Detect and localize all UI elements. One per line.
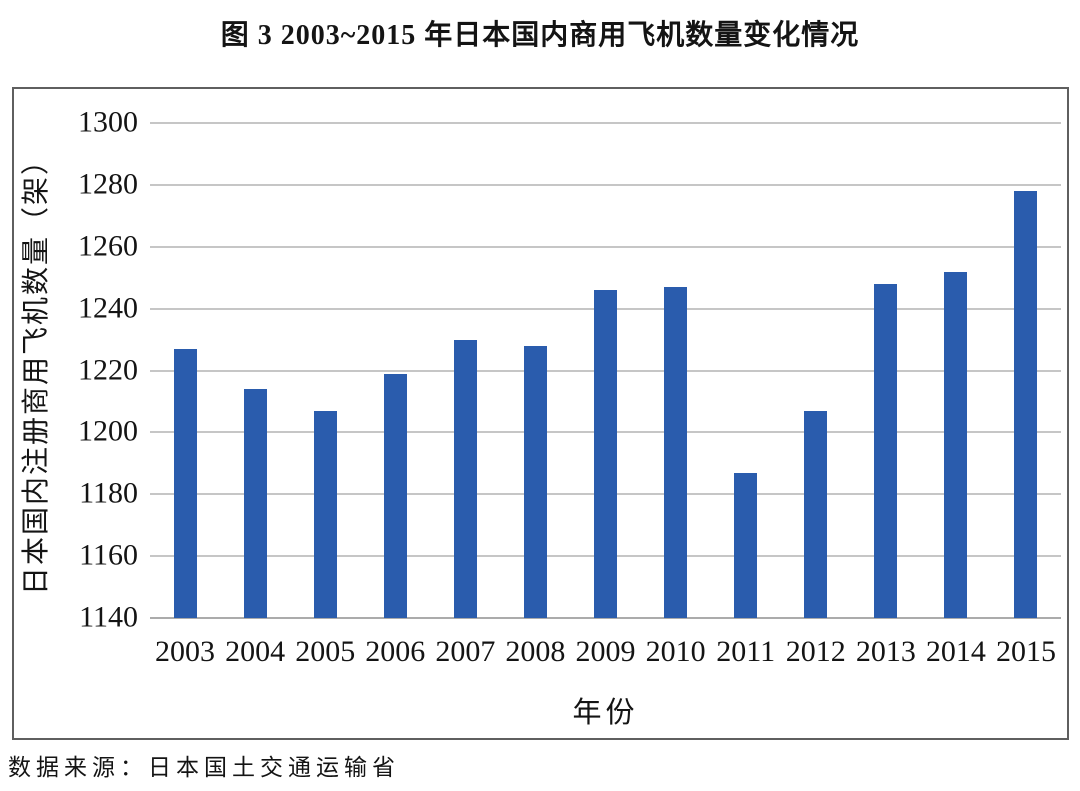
- y-tick-label: 1220: [78, 352, 138, 386]
- bar-column: [781, 123, 851, 618]
- y-tick-label: 1260: [78, 229, 138, 263]
- bar-2012: [804, 410, 828, 618]
- x-tick-label: 2007: [435, 635, 496, 668]
- bar-column: [360, 123, 430, 618]
- bar-2005: [313, 410, 337, 618]
- y-tick-label: 1280: [78, 167, 138, 201]
- bar-2015: [1014, 191, 1038, 618]
- figure-title: 图 3 2003~2015 年日本国内商用飞机数量变化情况: [220, 20, 860, 51]
- bar-series: [150, 123, 1061, 618]
- x-tick-label: 2003: [155, 635, 216, 668]
- bar-2006: [383, 373, 407, 618]
- x-tick-label: 2013: [855, 635, 916, 668]
- y-tick-label: 1140: [79, 600, 138, 634]
- x-tick-label: 2012: [785, 635, 846, 668]
- bar-2008: [523, 345, 547, 618]
- bar-2004: [243, 389, 267, 618]
- bar-column: [430, 123, 500, 618]
- x-tick-label: 2015: [995, 635, 1056, 668]
- x-tick-label: 2005: [295, 635, 356, 668]
- x-axis-baseline: [150, 617, 1061, 619]
- bar-2007: [453, 339, 477, 618]
- x-tick-label: 2009: [575, 635, 636, 668]
- bar-column: [150, 123, 220, 618]
- bar-column: [851, 123, 921, 618]
- x-axis-labels: 2003 2004 2005 2006 2007 2008 2009 2010 2011 2012…: [150, 635, 1061, 668]
- gridline: [150, 183, 1061, 186]
- chart-frame: 日本国内注册商用飞机数量（架） 1300 1280 1260 1240 1220 1200…: [12, 87, 1069, 740]
- bar-column: [220, 123, 290, 618]
- x-tick-label: 2014: [925, 635, 986, 668]
- y-tick-label: 1160: [79, 538, 138, 572]
- x-tick-label: 2006: [365, 635, 426, 668]
- gridline: [150, 122, 1061, 124]
- bar-column: [921, 123, 991, 618]
- bar-2009: [594, 290, 617, 618]
- y-tick-label: 1200: [78, 414, 138, 448]
- plot-area: [150, 122, 1061, 619]
- x-tick-label: 2011: [716, 635, 776, 668]
- bar-2013: [874, 283, 898, 618]
- bar-2011: [734, 472, 758, 618]
- bar-column: [711, 123, 781, 618]
- bar-2003: [173, 348, 197, 618]
- bar-column: [500, 123, 570, 618]
- y-tick-label: 1240: [78, 291, 138, 325]
- x-tick-label: 2008: [505, 635, 566, 668]
- y-axis-ticks: 1300 1280 1260 1240 1220 1200 1180 1160 1140: [14, 107, 138, 632]
- bar-column: [991, 123, 1061, 618]
- data-source: 数据来源：日本国土交通运输省: [8, 755, 400, 780]
- bar-column: [290, 123, 360, 618]
- x-axis-title: 年份: [572, 697, 639, 729]
- bar-column: [641, 123, 711, 618]
- bar-column: [570, 123, 640, 618]
- y-tick-label: 1180: [79, 476, 138, 510]
- bar-2014: [944, 271, 968, 618]
- x-tick-label: 2004: [225, 635, 286, 668]
- x-tick-label: 2010: [645, 635, 706, 668]
- bar-2010: [664, 286, 688, 618]
- gridline: [150, 245, 1061, 248]
- y-tick-label: 1300: [78, 105, 138, 139]
